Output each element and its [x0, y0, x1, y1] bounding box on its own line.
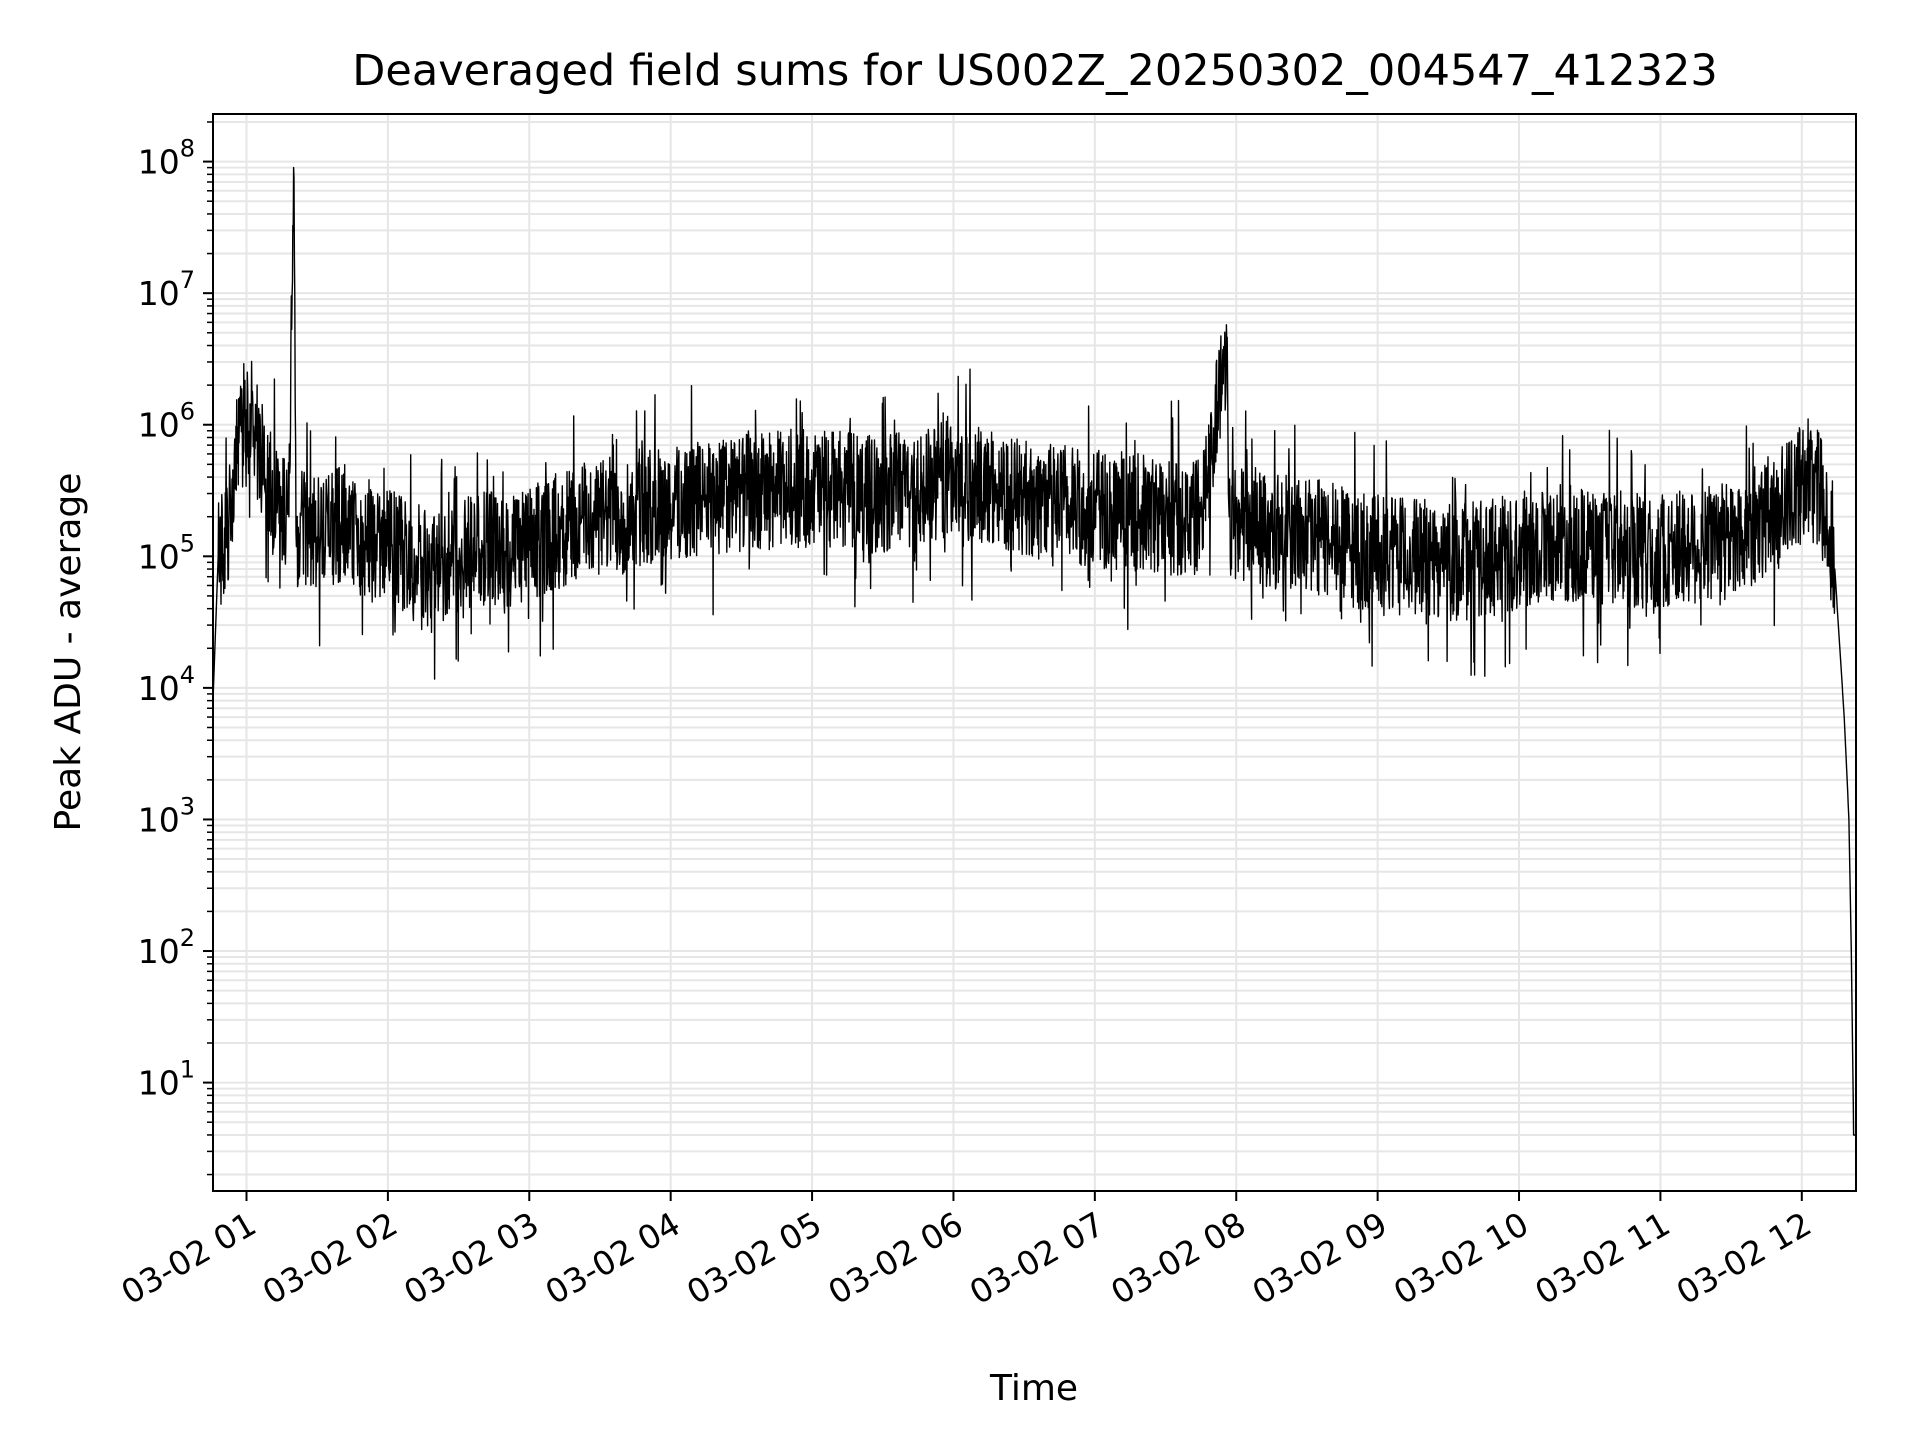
y-tick-label-exponent: 8: [180, 135, 195, 163]
y-tick-label-exponent: 6: [180, 398, 195, 426]
y-tick-label-exponent: 5: [180, 529, 195, 557]
y-tick-label-base: 10: [138, 537, 180, 576]
y-tick-label-exponent: 2: [180, 924, 195, 952]
y-tick-label-base: 10: [138, 406, 180, 445]
y-tick-label: 108: [138, 135, 195, 182]
y-tick-label-exponent: 7: [180, 266, 195, 294]
y-tick-label: 106: [138, 398, 195, 445]
y-tick-label-base: 10: [138, 669, 180, 708]
y-tick-label: 107: [138, 266, 195, 313]
y-tick-label: 105: [138, 529, 195, 576]
y-tick-label-base: 10: [138, 1064, 180, 1103]
y-tick-label-base: 10: [138, 932, 180, 971]
y-tick-label-base: 10: [138, 274, 180, 313]
y-tick-label: 102: [138, 924, 195, 971]
y-axis-title: Peak ADU - average: [48, 473, 89, 832]
grid-lines: [213, 114, 1856, 1191]
plot-frame: [212, 113, 1857, 1192]
x-axis-title: Time: [989, 1368, 1078, 1409]
y-tick-label-exponent: 4: [180, 661, 195, 689]
y-tick-label-base: 10: [138, 143, 180, 182]
series-line-0: [212, 166, 1857, 1136]
chart-title: Deaveraged field sums for US002Z_2025030…: [352, 46, 1717, 96]
y-tick-label-base: 10: [138, 800, 180, 839]
y-tick-label: 103: [138, 792, 195, 839]
y-tick-label: 104: [138, 661, 195, 708]
y-tick-label-exponent: 1: [180, 1056, 195, 1084]
y-tick-label-exponent: 3: [180, 792, 195, 820]
y-tick-label: 101: [138, 1056, 195, 1103]
series-layer: [212, 166, 1857, 1136]
